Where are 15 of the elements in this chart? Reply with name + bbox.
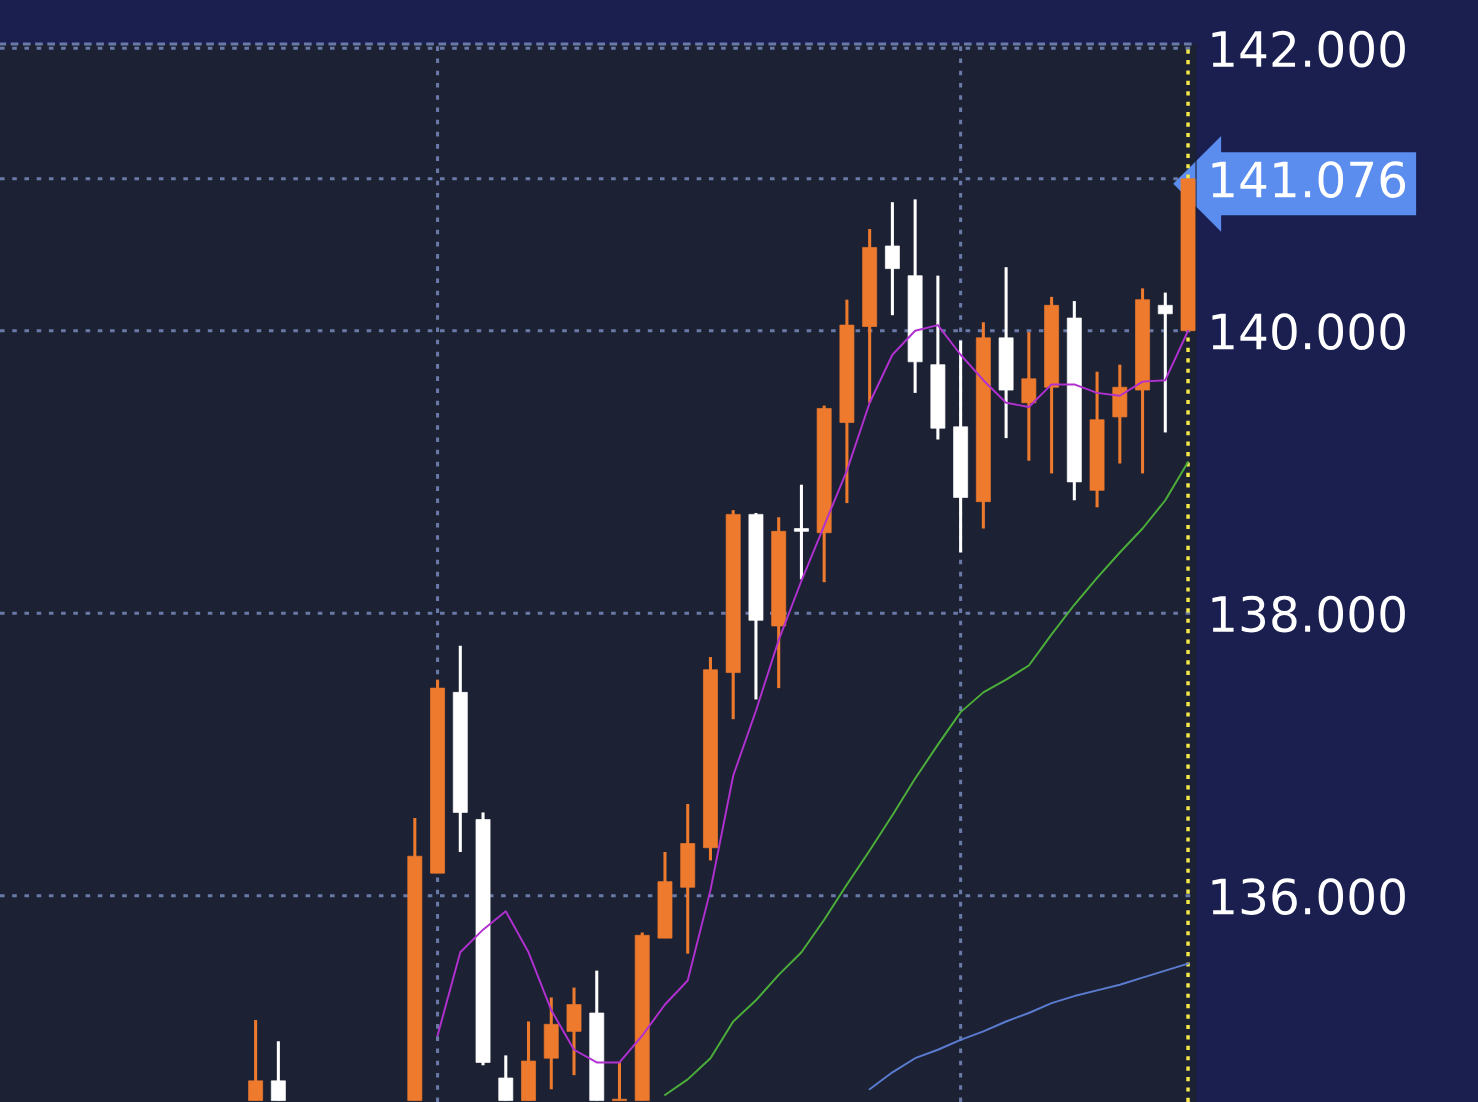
candlestick: [498, 1055, 514, 1101]
candlestick: [794, 484, 809, 580]
y-tick-label: 142.000: [1212, 30, 1405, 68]
y-tick-label: 138.000: [1212, 595, 1405, 633]
candlestick: [248, 1020, 264, 1101]
y-tick-label: 140.000: [1212, 313, 1405, 350]
candlestick: [1157, 292, 1173, 433]
line-series: [868, 962, 1190, 1091]
y-tick-label: 141.076: [1212, 161, 1406, 198]
line-series: [436, 324, 1190, 1064]
candlestick: [884, 202, 900, 317]
candlestick: [612, 1062, 627, 1101]
y-tick-label: 136.000: [1212, 878, 1405, 915]
candlestick: [270, 1041, 286, 1101]
line-series: [664, 461, 1190, 1096]
